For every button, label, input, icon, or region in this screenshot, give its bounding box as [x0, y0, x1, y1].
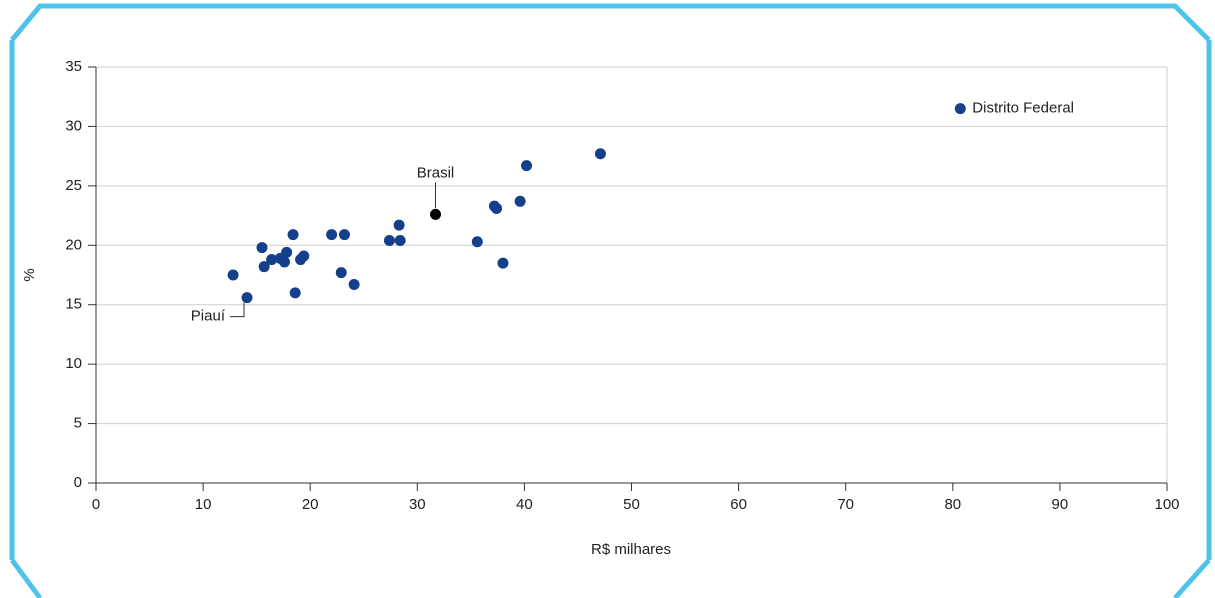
point: [430, 208, 442, 220]
x-tick-label: 0: [92, 496, 100, 513]
x-tick-label: 10: [195, 496, 212, 513]
y-tick-label: 35: [65, 58, 82, 75]
x-tick-label: 90: [1052, 496, 1069, 513]
y-tick-label: 10: [65, 355, 82, 372]
point: [278, 256, 290, 268]
leader-line: [230, 302, 245, 318]
y-tick-label: 0: [74, 474, 82, 491]
point: [471, 236, 483, 248]
point: [281, 246, 293, 258]
point-label: Piauí: [191, 308, 226, 325]
y-axis-label: %: [21, 268, 38, 281]
x-tick-label: 60: [730, 496, 747, 513]
point: [241, 292, 253, 304]
point: [954, 103, 966, 115]
x-tick-label: 100: [1154, 496, 1179, 513]
point: [348, 279, 360, 291]
point: [298, 250, 310, 262]
y-tick-label: 5: [74, 415, 82, 432]
x-tick-label: 30: [409, 496, 426, 513]
x-tick-label: 20: [302, 496, 319, 513]
point: [491, 202, 503, 214]
x-tick-label: 70: [837, 496, 854, 513]
point: [521, 160, 533, 172]
point: [497, 257, 509, 269]
point: [326, 229, 338, 241]
y-tick-label: 20: [65, 236, 82, 253]
point-label: Distrito Federal: [972, 100, 1074, 117]
point: [289, 287, 301, 299]
point-label: Brasil: [417, 164, 455, 181]
point: [383, 235, 395, 247]
y-tick-label: 30: [65, 117, 82, 134]
point: [394, 235, 406, 247]
point: [393, 219, 405, 231]
x-tick-label: 80: [944, 496, 961, 513]
x-tick-label: 40: [516, 496, 533, 513]
point: [256, 242, 268, 254]
y-tick-label: 25: [65, 177, 82, 194]
point: [287, 229, 299, 241]
point: [258, 261, 270, 273]
point: [514, 195, 526, 207]
point: [335, 267, 347, 279]
x-axis-label: R$ milhares: [591, 541, 671, 558]
point: [266, 254, 278, 266]
x-tick-label: 50: [623, 496, 640, 513]
y-tick-label: 15: [65, 296, 82, 313]
frame: [9, 3, 1212, 598]
point: [227, 269, 239, 281]
point: [338, 229, 350, 241]
point: [594, 148, 606, 160]
